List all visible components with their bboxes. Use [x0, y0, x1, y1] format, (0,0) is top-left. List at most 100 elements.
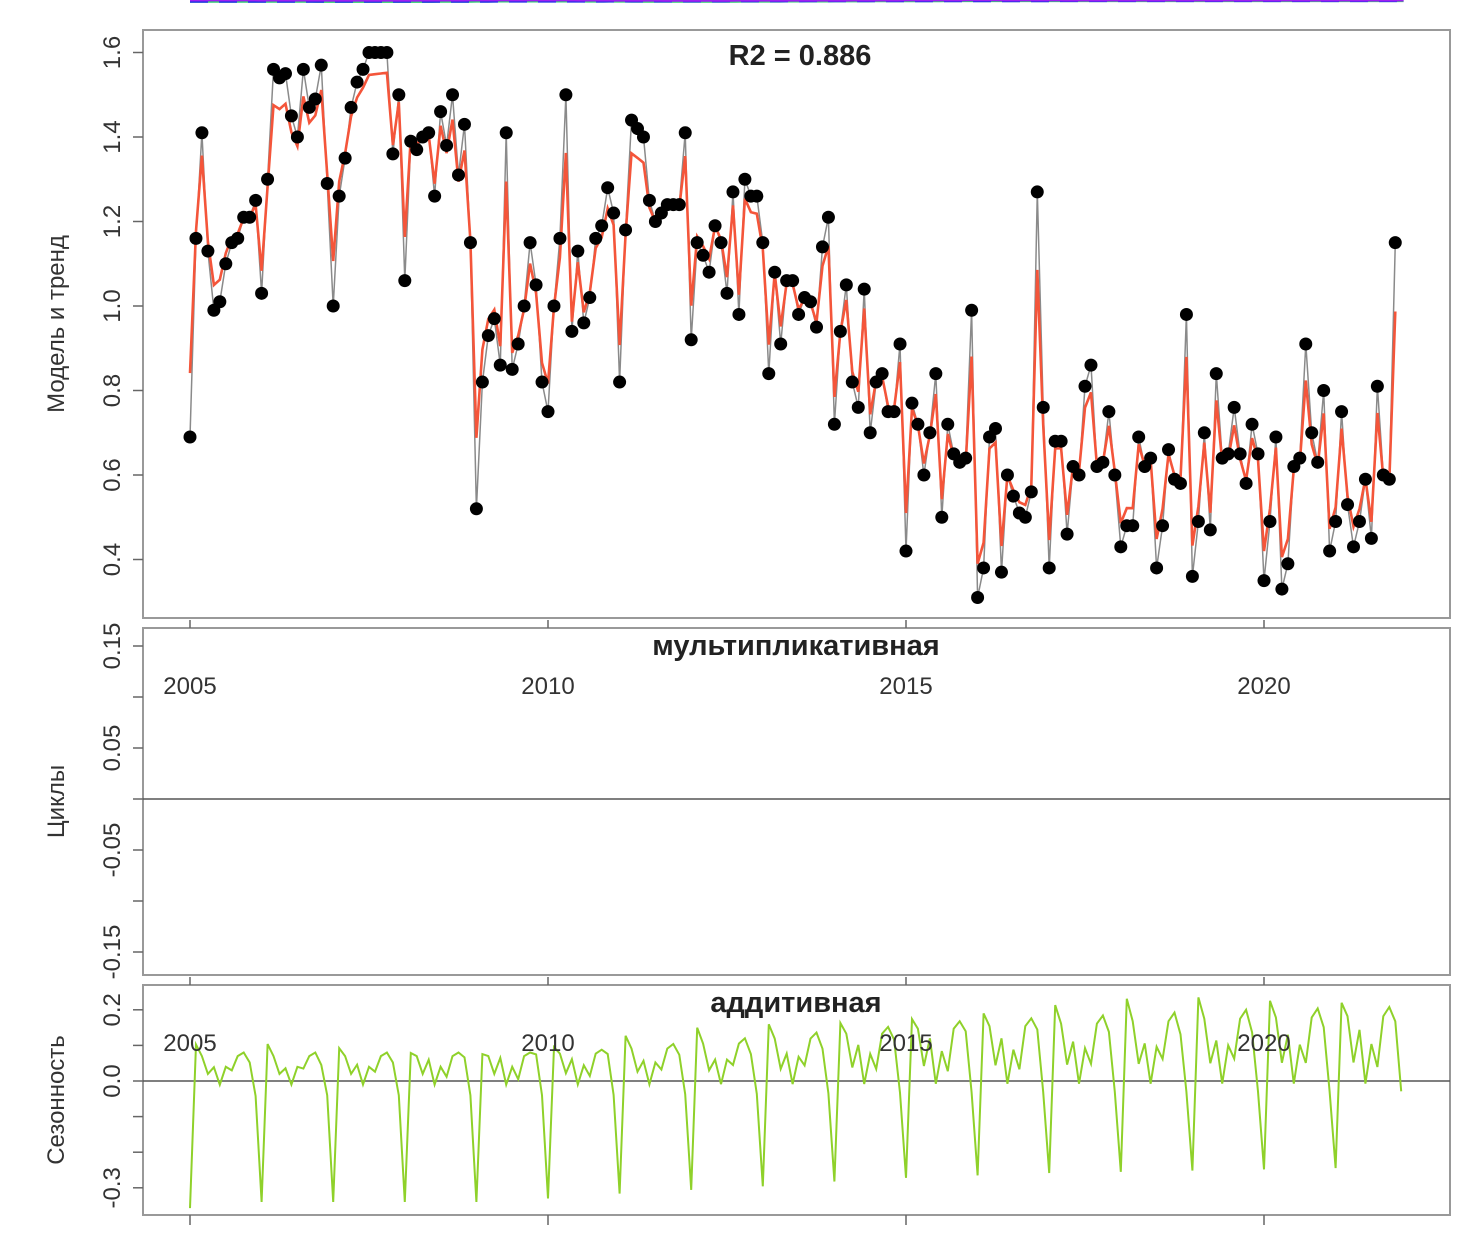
x-tick-label: 2010 — [521, 1030, 574, 1057]
observed-point — [989, 422, 1002, 436]
observed-point — [935, 510, 949, 524]
y-tick-label: 1.4 — [99, 120, 126, 153]
y-tick-label: 0.8 — [99, 374, 126, 407]
observed-point — [929, 367, 943, 381]
observed-point — [332, 189, 346, 203]
observed-point — [636, 130, 650, 144]
y-tick-label: 0.0 — [99, 1064, 126, 1097]
observed-point — [1114, 540, 1128, 554]
observed-point — [523, 236, 537, 250]
observed-point — [344, 100, 358, 114]
observed-point — [183, 430, 197, 444]
y-axis-label: Модель и тренд — [43, 235, 70, 413]
seasonal-line — [189, 997, 1403, 1209]
y-tick-label: 0.4 — [99, 543, 126, 576]
observed-point — [392, 88, 406, 102]
observed-point — [678, 126, 692, 140]
observed-point — [1388, 236, 1402, 250]
observed-point — [249, 193, 263, 207]
observed-point — [261, 172, 275, 186]
observed-point — [290, 130, 304, 144]
observed-point — [1299, 337, 1313, 351]
observed-point — [965, 303, 979, 317]
observed-point — [1251, 447, 1265, 461]
panel-frame-3 — [142, 984, 1451, 1216]
observed-point — [851, 400, 865, 414]
observed-point — [1036, 400, 1050, 414]
observed-point — [255, 286, 269, 300]
observed-point — [219, 257, 233, 271]
observed-point — [1024, 485, 1038, 499]
observed-point — [1102, 405, 1116, 419]
observed-point — [1347, 540, 1360, 554]
x-tick-label: 2015 — [879, 1030, 932, 1057]
observed-point — [511, 337, 525, 351]
observed-point — [189, 231, 203, 245]
observed-point — [1054, 434, 1068, 448]
observed-point — [899, 544, 913, 558]
observed-point — [1072, 468, 1086, 482]
observed-point — [481, 329, 495, 343]
observed-point — [642, 193, 656, 207]
observed-point — [547, 299, 561, 313]
observed-point — [320, 176, 334, 190]
observed-point — [1317, 384, 1331, 397]
observed-point — [1000, 468, 1014, 482]
observed-point — [726, 185, 740, 199]
y-axis-label: Циклы — [43, 765, 70, 838]
observed-point — [720, 286, 734, 300]
y-tick-label: 0.6 — [99, 458, 126, 491]
observed-point — [517, 299, 531, 313]
y-tick-label: 1.2 — [99, 205, 126, 238]
observed-point — [756, 236, 770, 250]
observed-point — [1239, 476, 1253, 490]
y-tick-label: -0.15 — [99, 925, 126, 980]
x-tick-label: 2005 — [163, 673, 216, 700]
observed-point — [875, 367, 889, 381]
observed-point — [1364, 531, 1378, 545]
observed-point — [1281, 557, 1295, 571]
observed-point — [1060, 527, 1074, 541]
observed-point — [559, 88, 573, 102]
observed-point — [1042, 561, 1056, 575]
observed-point — [762, 367, 776, 381]
observed-point — [350, 75, 364, 89]
observed-point — [845, 375, 859, 389]
observed-point — [732, 307, 746, 321]
x-tick-label: 2020 — [1237, 1030, 1290, 1057]
observed-point — [1245, 417, 1259, 431]
observed-point — [786, 274, 800, 288]
observed-point — [941, 417, 955, 431]
observed-point — [410, 143, 424, 157]
observed-point — [231, 231, 245, 245]
panel-frame-2 — [142, 627, 1451, 976]
observed-point — [356, 62, 370, 76]
observed-point — [1305, 426, 1319, 440]
panel-frame-1 — [142, 29, 1451, 619]
panel-title: аддитивная — [710, 987, 881, 1019]
observed-point — [1150, 561, 1164, 575]
observed-point — [1179, 307, 1193, 321]
observed-point — [1221, 447, 1235, 461]
observed-point — [463, 236, 477, 250]
observed-point — [917, 468, 931, 482]
observed-point — [994, 565, 1008, 579]
observed-point — [386, 147, 400, 161]
observed-point — [195, 126, 209, 140]
observed-point — [893, 337, 907, 351]
observed-point — [457, 117, 471, 131]
observed-point — [905, 396, 919, 410]
observed-point — [1227, 400, 1241, 414]
observed-point — [1203, 523, 1217, 537]
observed-point — [243, 210, 257, 224]
observed-point — [1257, 574, 1271, 588]
observed-point — [827, 417, 841, 431]
observed-point — [529, 278, 543, 292]
observed-point — [1269, 430, 1283, 444]
observed-point — [589, 231, 603, 245]
observed-point — [493, 358, 507, 372]
y-tick-label: 0.2 — [99, 993, 126, 1026]
observed-point — [1078, 379, 1092, 393]
observed-point — [1293, 451, 1307, 465]
